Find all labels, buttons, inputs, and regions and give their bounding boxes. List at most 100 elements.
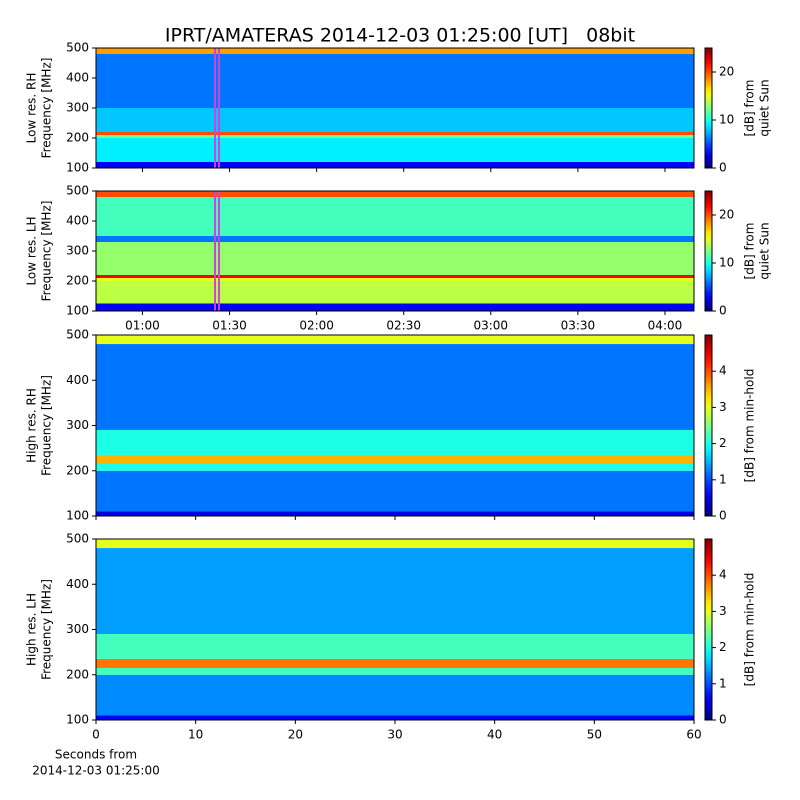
x-tick-label: 02:30 xyxy=(386,319,421,333)
y-tick-label: 400 xyxy=(66,373,89,387)
spectrum-band xyxy=(96,281,694,304)
y-tick-label: 500 xyxy=(66,328,89,342)
colorbar-tick-label: 0 xyxy=(719,509,727,523)
y-tick-label: 100 xyxy=(66,161,89,175)
x-tick-label: 20 xyxy=(288,728,303,742)
x-tick-label: 03:00 xyxy=(473,319,508,333)
colorbar-tick-label: 4 xyxy=(719,568,727,582)
colorbar-tick-label: 2 xyxy=(719,640,727,654)
spectrum-band xyxy=(96,162,694,168)
spectrum-band xyxy=(96,48,694,54)
spectrum-band xyxy=(96,275,694,278)
y-axis-label: Low res. RH xyxy=(25,73,39,144)
spectrum-band xyxy=(96,539,694,549)
x-tick-label: 30 xyxy=(387,728,402,742)
spectrum-band xyxy=(96,511,694,516)
x-tick-label: 01:00 xyxy=(125,319,160,333)
spectrum-band xyxy=(96,236,694,242)
spectrum-band xyxy=(96,344,694,431)
x-axis-label: 2014-12-03 01:25:00 xyxy=(32,764,159,778)
colorbar-tick-label: 1 xyxy=(719,472,727,486)
colorbar xyxy=(704,190,713,312)
y-tick-label: 300 xyxy=(66,418,89,432)
spectrum-band xyxy=(96,54,694,108)
colorbar-label: quiet Sun xyxy=(758,222,772,279)
y-axis-label: Frequency [MHz] xyxy=(40,375,54,476)
spectrum-band xyxy=(96,715,694,720)
colorbar-tick-label: 20 xyxy=(719,65,734,79)
spectrum-band xyxy=(96,303,694,311)
x-tick-label: 04:00 xyxy=(648,319,683,333)
y-tick-label: 400 xyxy=(66,71,89,85)
spectrum-band xyxy=(96,430,694,455)
y-tick-label: 500 xyxy=(66,532,89,546)
spectrum-band xyxy=(96,108,694,132)
spectrum-band xyxy=(96,454,694,464)
y-tick-label: 500 xyxy=(66,184,89,198)
spectrum-band xyxy=(96,667,694,675)
spectrum-band xyxy=(96,138,694,162)
spectrum-band xyxy=(96,658,694,668)
y-tick-label: 500 xyxy=(66,41,89,55)
colorbar-tick-label: 10 xyxy=(719,113,734,127)
spectrum-band xyxy=(96,674,694,716)
colorbar-label: [dB] from xyxy=(743,80,757,137)
y-tick-label: 200 xyxy=(66,667,89,681)
colorbar xyxy=(704,334,713,517)
y-tick-label: 100 xyxy=(66,509,89,523)
y-tick-label: 400 xyxy=(66,577,89,591)
x-axis-label: Seconds from xyxy=(55,748,137,762)
y-tick-label: 200 xyxy=(66,274,89,288)
spectrum-band xyxy=(96,191,694,197)
colorbar-tick-label: 2 xyxy=(719,436,727,450)
y-tick-label: 200 xyxy=(66,131,89,145)
colorbar-label: [dB] from min-hold xyxy=(743,573,757,687)
y-axis-label: Frequency [MHz] xyxy=(40,58,54,159)
y-tick-label: 100 xyxy=(66,304,89,318)
chart-title: IPRT/AMATERAS 2014-12-03 01:25:00 [UT] 0… xyxy=(165,25,635,47)
colorbar-label: quiet Sun xyxy=(758,79,772,136)
colorbar-tick-label: 0 xyxy=(719,304,727,318)
colorbar-tick-label: 3 xyxy=(719,400,727,414)
spectrum-band xyxy=(96,463,694,471)
colorbar-tick-label: 4 xyxy=(719,364,727,378)
y-tick-label: 200 xyxy=(66,463,89,477)
y-axis-label: Frequency [MHz] xyxy=(40,579,54,680)
spectrum-band xyxy=(96,548,694,635)
y-axis-label: High res. LH xyxy=(25,593,39,666)
x-tick-label: 50 xyxy=(587,728,602,742)
x-tick-label: 03:30 xyxy=(561,319,596,333)
colorbar-tick-label: 1 xyxy=(719,676,727,690)
x-tick-label: 40 xyxy=(487,728,502,742)
y-axis-label: Low res. LH xyxy=(25,216,39,285)
x-tick-label: 01:30 xyxy=(212,319,247,333)
colorbar xyxy=(704,47,713,169)
y-tick-label: 300 xyxy=(66,622,89,636)
x-tick-label: 60 xyxy=(686,728,701,742)
spectrum-band xyxy=(96,335,694,345)
x-tick-label: 02:00 xyxy=(299,319,334,333)
y-axis-label: Frequency [MHz] xyxy=(40,201,54,302)
colorbar-label: [dB] from min-hold xyxy=(743,369,757,483)
spectrum-band xyxy=(96,135,694,138)
colorbar-tick-label: 20 xyxy=(719,208,734,222)
colorbar-tick-label: 3 xyxy=(719,604,727,618)
spectrum-band xyxy=(96,197,694,236)
y-tick-label: 300 xyxy=(66,101,89,115)
colorbar-tick-label: 0 xyxy=(719,161,727,175)
colorbar-tick-label: 0 xyxy=(719,713,727,727)
y-tick-label: 100 xyxy=(66,713,89,727)
y-tick-label: 300 xyxy=(66,244,89,258)
spectrum-band xyxy=(96,634,694,659)
spectrum-band xyxy=(96,132,694,135)
x-tick-label: 0 xyxy=(92,728,100,742)
spectrum-band xyxy=(96,242,694,275)
colorbar-tick-label: 10 xyxy=(719,256,734,270)
spectrum-band xyxy=(96,278,694,281)
colorbar-label: [dB] from xyxy=(743,223,757,280)
colorbar xyxy=(704,538,713,721)
spectrum-band xyxy=(96,470,694,512)
y-tick-label: 400 xyxy=(66,214,89,228)
y-axis-label: High res. RH xyxy=(25,388,39,463)
